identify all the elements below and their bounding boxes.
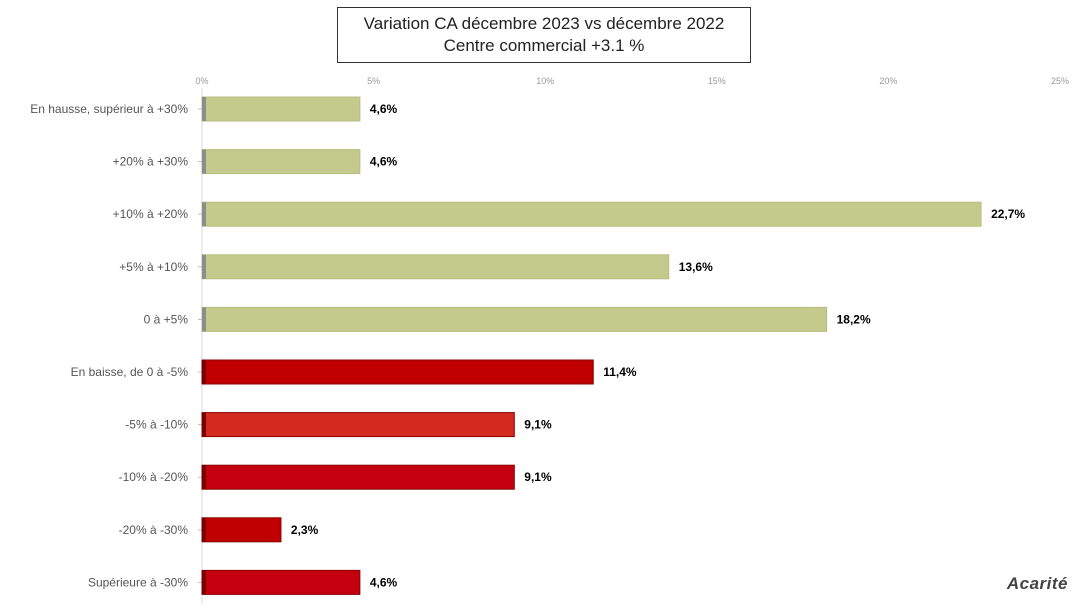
x-tick-label: 0% — [195, 76, 208, 86]
category-label: +20% à +30% — [113, 155, 189, 169]
data-label: 4,6% — [370, 575, 398, 589]
bar — [201, 569, 361, 595]
category-label: -5% à -10% — [125, 418, 188, 432]
data-label: 4,6% — [370, 102, 398, 116]
category-label: +5% à +10% — [119, 260, 188, 274]
bar-edge — [202, 97, 206, 121]
category-label: -10% à -20% — [119, 470, 189, 484]
x-tick-label: 15% — [708, 76, 726, 86]
data-label: 13,6% — [679, 260, 713, 274]
data-label: 18,2% — [837, 312, 871, 326]
bar — [201, 96, 361, 122]
data-label: 9,1% — [524, 470, 552, 484]
chart-title-line1: Variation CA décembre 2023 vs décembre 2… — [363, 14, 725, 33]
bar — [201, 359, 594, 385]
chart-title-line2: Centre commercial +3.1 % — [443, 36, 645, 55]
category-label: 0 à +5% — [144, 312, 189, 326]
bar — [201, 306, 828, 332]
data-label: 11,4% — [603, 365, 637, 379]
bar-edge — [202, 149, 206, 174]
bar — [201, 149, 361, 175]
bar — [201, 201, 982, 227]
x-tick-label: 5% — [367, 76, 380, 86]
category-label: En baisse, de 0 à -5% — [71, 365, 189, 379]
bar-edge — [202, 570, 206, 595]
category-label: Supérieure à -30% — [88, 575, 188, 589]
category-label: -20% à -30% — [119, 523, 189, 537]
brand-logo: Acarité — [1006, 574, 1068, 593]
bar — [201, 464, 515, 490]
bar — [201, 517, 282, 543]
data-label: 4,6% — [370, 155, 398, 169]
data-label: 9,1% — [524, 418, 552, 432]
category-label: En hausse, supérieur à +30% — [30, 102, 188, 116]
category-label: +10% à +20% — [113, 207, 189, 221]
bar-edge — [202, 254, 206, 279]
bar-edge — [202, 307, 206, 332]
bar-edge — [202, 412, 206, 437]
x-tick-label: 10% — [536, 76, 554, 86]
x-tick-label: 20% — [879, 76, 897, 86]
bar-edge — [202, 360, 206, 384]
bar — [201, 412, 515, 438]
data-label: 2,3% — [291, 523, 319, 537]
bar-edge — [202, 202, 206, 227]
x-tick-label: 25% — [1051, 76, 1069, 86]
bar-edge — [202, 465, 206, 490]
chart-title-box: Variation CA décembre 2023 vs décembre 2… — [337, 7, 751, 63]
data-label: 22,7% — [991, 207, 1025, 221]
bar — [201, 254, 670, 280]
bar-edge — [202, 517, 206, 542]
